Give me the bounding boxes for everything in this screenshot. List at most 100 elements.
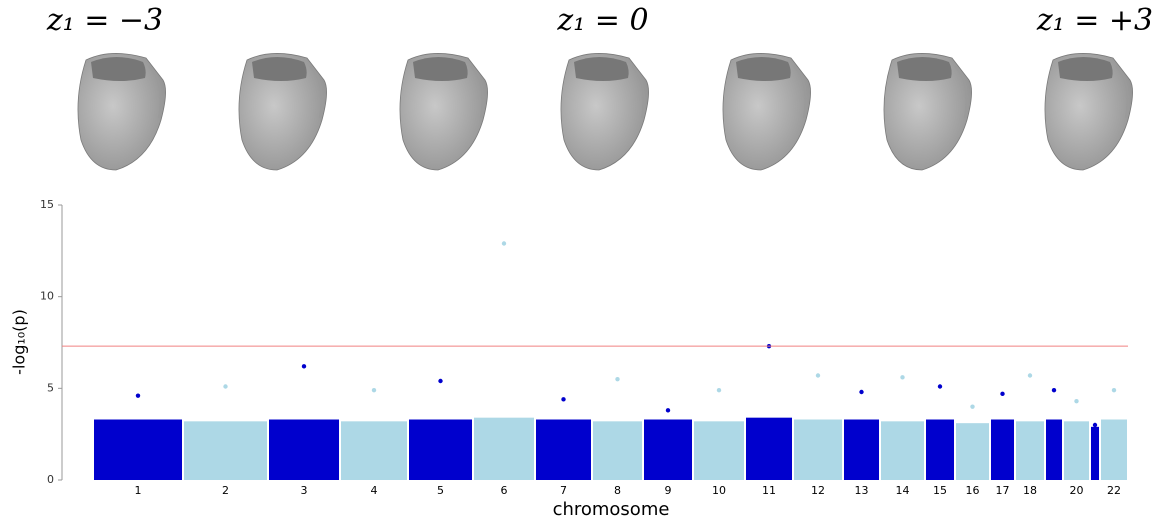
shape-label: z₁ = +3 [1036,3,1153,38]
top-snp [1092,422,1098,428]
top-snp [1027,373,1033,378]
top-snp [301,364,307,369]
x-tick-label: 11 [762,484,776,497]
heart [722,53,811,171]
top-snp [438,378,443,384]
heart-outer [1044,53,1133,171]
snp-band [341,421,407,480]
heart [77,53,166,171]
y-axis-label: -log₁₀(p) [10,309,29,375]
x-tick-label: 16 [966,484,980,497]
snp-band [94,419,182,480]
snp-band [794,419,842,480]
snp-band [746,417,792,480]
snp-band [1064,421,1089,480]
snp-band [644,419,692,480]
x-tick-label: 13 [855,484,869,497]
snp-band [593,421,642,480]
heart-shapes [77,53,1133,171]
x-tick-label: 14 [896,484,910,497]
top-snp [223,384,228,389]
top-snp [716,387,722,393]
heart-outer [399,53,488,171]
top-snp [501,241,507,246]
x-tick-label: 15 [933,484,947,497]
snp-band [844,419,879,480]
x-tick-label: 3 [301,484,308,497]
snp-band [269,419,339,480]
heart-cavity [252,57,307,81]
x-tick-label: 7 [560,484,567,497]
heart-outer [560,53,649,171]
top-snp [1074,398,1079,404]
snp-band [409,419,472,480]
x-tick-label: 1 [135,484,142,497]
top-snp [1111,387,1117,393]
heart [883,53,972,171]
x-axis-label: chromosome [553,499,670,520]
snp-band [1091,426,1099,480]
top-snp [1051,387,1057,393]
x-tick-label: 10 [712,484,726,497]
heart-wall [954,65,968,119]
y-tick-label: 0 [47,473,54,486]
heart-cavity [91,57,146,81]
heart [560,53,649,171]
heart-wall [793,65,807,119]
snp-band [991,419,1014,480]
top-snp [371,387,377,393]
top-snp [561,397,566,402]
heart-cavity [897,57,952,81]
shape-label: z₁ = 0 [556,3,648,38]
top-snp [615,376,620,382]
snp-band [536,419,591,480]
top-snp [970,404,975,409]
y-tick-label: 15 [40,198,54,211]
x-tick-label: 6 [501,484,508,497]
y-tick-label: 10 [40,290,54,303]
snp-band [1016,421,1044,480]
heart-wall [148,65,162,119]
heart-outer [77,53,166,171]
snp-band [881,421,924,480]
shape-label: z₁ = −3 [46,3,163,38]
top-snp [665,408,671,413]
heart [399,53,488,171]
snp-band [956,423,989,480]
heart-cavity [736,57,791,81]
snp-band [694,421,744,480]
top-snp [815,373,821,378]
x-tick-label: 2 [222,484,229,497]
heart-cavity [574,57,629,81]
heart [1044,53,1133,171]
top-snp [135,393,141,398]
top-snp [1000,391,1005,397]
heart-cavity [1058,57,1113,81]
snp-band [184,421,267,480]
top-snp [859,389,864,395]
x-tick-label: 22 [1107,484,1121,497]
heart-wall [470,65,484,119]
top-snp [937,384,943,389]
top-snp [900,375,905,380]
heart-outer [883,53,972,171]
heart-wall [1115,65,1129,119]
y-tick-label: 5 [47,381,54,394]
heart-outer [722,53,811,171]
snp-band [1046,419,1062,480]
snp-band [474,417,534,480]
x-tick-label: 5 [437,484,444,497]
heart [238,53,327,171]
heart-wall [631,65,645,119]
x-tick-label: 8 [614,484,621,497]
x-tick-label: 4 [371,484,378,497]
heart-wall [309,65,323,119]
heart-outer [238,53,327,171]
x-tick-label: 17 [996,484,1010,497]
heart-cavity [413,57,468,81]
x-tick-label: 18 [1023,484,1037,497]
x-tick-label: 20 [1070,484,1084,497]
x-tick-label: 9 [665,484,672,497]
